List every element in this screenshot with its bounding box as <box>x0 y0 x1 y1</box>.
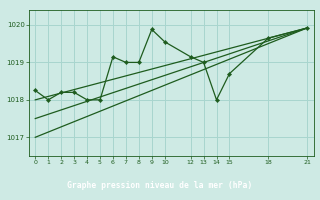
Text: Graphe pression niveau de la mer (hPa): Graphe pression niveau de la mer (hPa) <box>68 181 252 190</box>
